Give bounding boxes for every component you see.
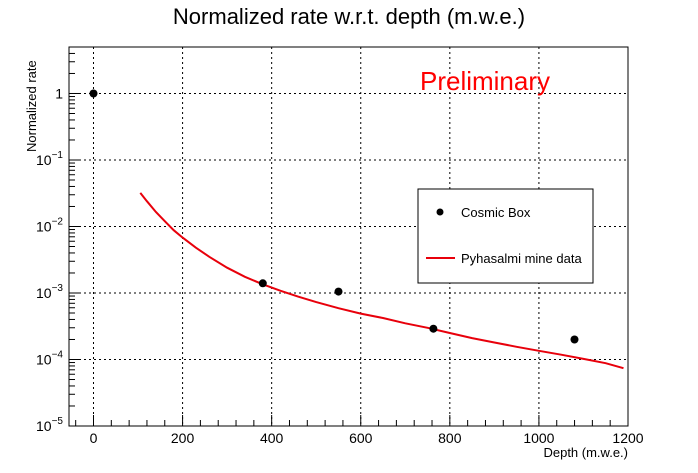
y-tick-label: 10−3: [36, 283, 63, 301]
x-tick-label: 0: [90, 430, 98, 446]
y-axis-label: Normalized rate: [24, 60, 39, 152]
plot-frame: [68, 46, 629, 427]
y-tick-label: 10−2: [36, 216, 63, 234]
cosmic-box-point: [570, 335, 579, 344]
legend-box: [417, 188, 594, 284]
cosmic-box-point: [429, 324, 438, 333]
y-tick-label: 10−5: [36, 416, 63, 434]
x-axis-label: Depth (m.w.e.): [543, 445, 628, 460]
cosmic-box-point: [258, 279, 267, 288]
pyhasalmi-mine-data-line: [139, 192, 624, 370]
y-tick-label: 10−4: [36, 349, 63, 367]
ticks: 0 200 400 600 800 1000 1200 10−5 10−4 10−3 10−2 10−…: [36, 52, 644, 446]
x-tick-label: 200: [171, 430, 195, 446]
legend-marker-cosmic-box: [436, 208, 444, 216]
legend: Cosmic Box Pyhasalmi mine data: [417, 188, 594, 284]
legend-label-pyhasalmi: Pyhasalmi mine data: [461, 251, 582, 266]
x-tick-label: 600: [349, 430, 373, 446]
x-tick-label: 1200: [612, 430, 643, 446]
x-tick-label: 1000: [523, 430, 554, 446]
cosmic-box-point: [89, 89, 98, 98]
y-tick-label: 10−1: [36, 150, 63, 168]
preliminary-annotation: Preliminary: [420, 66, 550, 96]
series-layer: [89, 89, 624, 370]
chart-title: Normalized rate w.r.t. depth (m.w.e.): [173, 4, 525, 29]
y-tick-label: 1: [55, 85, 63, 101]
legend-label-cosmic-box: Cosmic Box: [461, 205, 531, 220]
cosmic-box-point: [334, 287, 343, 296]
x-tick-label: 800: [438, 430, 462, 446]
x-tick-label: 400: [260, 430, 284, 446]
